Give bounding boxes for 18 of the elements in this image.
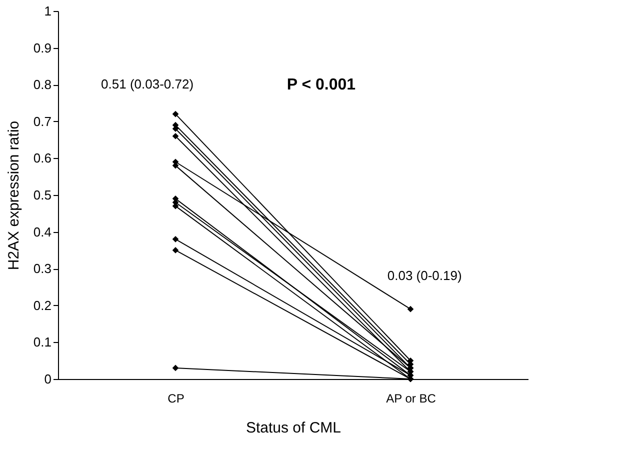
y-tick-label: 0.6	[33, 150, 52, 166]
x-axis-title: Status of CML	[246, 420, 342, 436]
x-tick-label: AP or BC	[386, 392, 436, 406]
y-tick-label: 0.8	[33, 77, 52, 92]
y-tick-label: 0.7	[33, 114, 52, 129]
y-tick-label: 0.2	[33, 298, 52, 313]
y-tick-label: 0.9	[33, 40, 52, 56]
y-tick-label: 0.4	[33, 224, 52, 240]
y-tick-label: 1	[44, 4, 52, 18]
y-tick-label: 0.1	[33, 334, 52, 350]
y-tick-label: 0.5	[33, 188, 52, 202]
y-tick-label: 0.3	[33, 261, 52, 276]
annotation: 0.51 (0.03-0.72)	[101, 76, 194, 92]
y-tick-label: 0	[44, 372, 52, 386]
y-axis-title: H2AX expression ratio	[5, 120, 22, 270]
x-tick-label: CP	[168, 392, 184, 406]
annotation: 0.03 (0-0.19)	[387, 268, 462, 283]
annotation: P < 0.001	[286, 76, 356, 94]
